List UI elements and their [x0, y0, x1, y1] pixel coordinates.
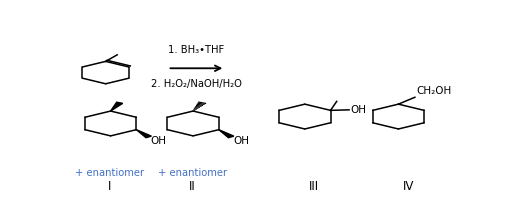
Text: CH₂OH: CH₂OH [416, 86, 451, 96]
Text: OH: OH [233, 136, 249, 146]
Polygon shape [111, 102, 123, 111]
Text: 1. BH₃•THF: 1. BH₃•THF [168, 45, 225, 55]
Text: + enantiomer: + enantiomer [75, 168, 144, 178]
Text: II: II [189, 180, 196, 193]
Text: OH: OH [350, 105, 367, 115]
Text: 2. H₂O₂/NaOH/H₂O: 2. H₂O₂/NaOH/H₂O [151, 80, 242, 89]
Text: OH: OH [151, 136, 167, 146]
Text: IV: IV [403, 180, 414, 193]
Polygon shape [219, 130, 234, 138]
Text: + enantiomer: + enantiomer [157, 168, 227, 178]
Text: I: I [108, 180, 112, 193]
Polygon shape [136, 130, 152, 138]
Text: III: III [309, 180, 319, 193]
